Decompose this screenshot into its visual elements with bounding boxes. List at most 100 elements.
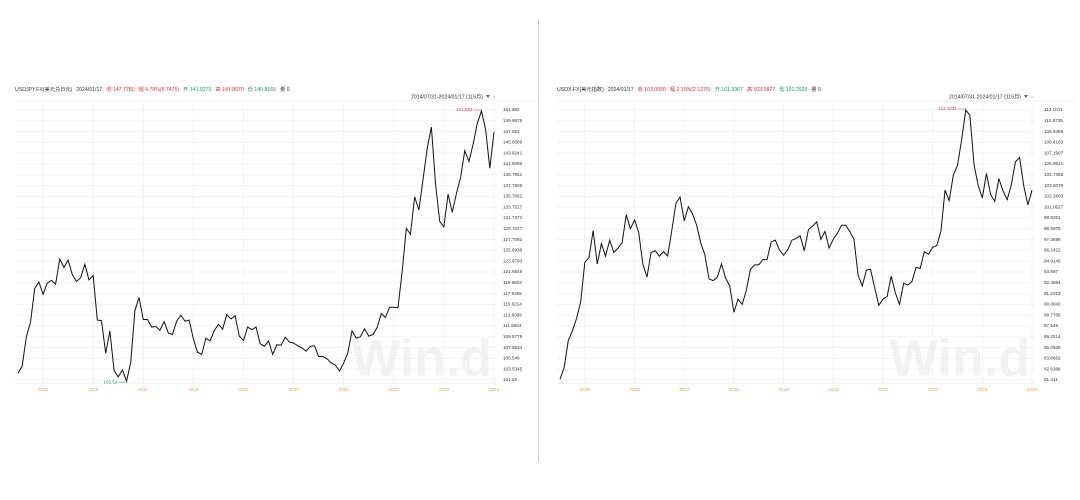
- x-tick-label: 2021: [339, 387, 350, 392]
- y-tick-label: 137.7806: [503, 183, 523, 188]
- y-tick-label: 99.8251: [1044, 215, 1061, 220]
- y-tick-label: 147.853: [503, 129, 520, 134]
- x-tick-label: 2018: [188, 387, 199, 392]
- y-tick-label: 105.549: [503, 356, 520, 361]
- y-tick-label: 109.6459: [1044, 129, 1064, 134]
- y-tick-label: 97.3698: [1044, 237, 1061, 242]
- range-dropdown: [1024, 95, 1028, 98]
- y-tick-label: 135.7662: [503, 194, 523, 199]
- x-tick-label: 2022: [928, 387, 939, 392]
- header-field: 量 0: [811, 86, 821, 93]
- y-tick-label: 104.7355: [1044, 172, 1064, 177]
- y-tick-label: 108.4183: [1044, 140, 1064, 145]
- y-tick-label: 111.5924: [503, 323, 522, 328]
- y-tick-label: 86.3214: [1044, 334, 1061, 339]
- y-tick-label: 117.6358: [503, 291, 522, 296]
- y-tick-label: 102.2803: [1044, 194, 1064, 199]
- chart-panel: USDX.FX(美元指数) 2024/01/17 收 103.0050 幅 2.15%…: [557, 85, 1075, 392]
- y-tick-label: 139.7951: [503, 172, 523, 177]
- y-tick-label: 91.2318: [1044, 291, 1061, 296]
- chart-panel: USDJPY.FX(美元兑日元) 2024/01/17 收 147.7780 幅 4.…: [15, 85, 537, 392]
- y-tick-label: 143.8241: [503, 150, 523, 155]
- y-tick-label: 98.5975: [1044, 226, 1061, 231]
- y-tick-label: 133.7517: [503, 204, 523, 209]
- y-tick-label: 90.0042: [1044, 302, 1061, 307]
- x-tick-label: 2015: [38, 387, 49, 392]
- y-tick-label: 82.6386: [1044, 366, 1061, 371]
- header-field: 幅 4.78%(6.7475): [139, 85, 180, 93]
- header-field: 高 147.8870: [215, 85, 243, 93]
- y-tick-label: 83.8662: [1044, 356, 1061, 361]
- y-tick-label: 125.6938: [503, 248, 523, 253]
- y-tick-label: 109.5779: [503, 334, 523, 339]
- range-dropdown: [486, 95, 490, 98]
- y-tick-label: 107.5634: [503, 345, 523, 350]
- header-field: 收 147.7780: [106, 85, 134, 93]
- y-tick-label: 101.0527: [1044, 204, 1064, 209]
- watermark: Win.d: [351, 330, 492, 388]
- y-tick-label: 131.7372: [503, 215, 523, 220]
- y-tick-label: 88.7766: [1044, 312, 1061, 317]
- date-range: 2014/07/31-2024/01/17 (115月): [949, 93, 1021, 100]
- x-tick-label: 2022: [389, 387, 400, 392]
- y-tick-label: 105.9631: [1044, 161, 1064, 166]
- y-tick-label: 87.549: [1044, 323, 1058, 328]
- x-tick-label: 2017: [138, 387, 149, 392]
- x-tick-label: 2019: [778, 387, 789, 392]
- header-field: 高 103.0877: [747, 85, 775, 93]
- y-tick-label: 149.8675: [503, 118, 523, 123]
- y-tick-label: 101.52: [503, 377, 517, 382]
- extreme-label: 151.882: [456, 107, 473, 112]
- header-field: 收 103.0050: [638, 85, 666, 93]
- x-tick-label: 2018: [729, 387, 740, 392]
- expand-icon: »: [1031, 94, 1034, 100]
- header-field: USDX.FX(美元指数): [557, 85, 604, 93]
- x-tick-label: 2015: [580, 387, 591, 392]
- header-field: 开 141.0275: [183, 86, 211, 93]
- y-tick-label: 145.8386: [503, 140, 523, 145]
- y-tick-label: 96.1422: [1044, 248, 1061, 253]
- y-tick-label: 121.6648: [503, 269, 523, 274]
- x-tick-label: 2020: [288, 387, 299, 392]
- y-tick-label: 112.1011: [1044, 107, 1063, 112]
- header-field: 量 0: [280, 86, 290, 93]
- x-tick-label: 2023: [977, 387, 988, 392]
- header-field: 2024/01/17: [76, 87, 102, 93]
- y-tick-label: 119.6503: [503, 280, 522, 285]
- y-tick-label: 141.8096: [503, 161, 523, 166]
- x-tick-label: 2024: [1027, 387, 1038, 392]
- y-tick-label: 113.6069: [503, 312, 522, 317]
- quote-header: USDJPY.FX(美元兑日元) 2024/01/17 收 147.7780 幅 4.…: [15, 85, 290, 93]
- y-tick-label: 103.5345: [503, 366, 523, 371]
- y-tick-label: 107.1907: [1044, 150, 1064, 155]
- y-tick-label: 123.6793: [503, 258, 523, 263]
- price-line: [17, 109, 495, 383]
- x-tick-label: 2023: [439, 387, 450, 392]
- header-field: USDJPY.FX(美元兑日元): [15, 85, 73, 93]
- x-tick-label: 2017: [679, 387, 690, 392]
- y-tick-label: 110.8735: [1044, 118, 1063, 123]
- header-field: 2024/01/17: [608, 87, 634, 93]
- x-tick-label: 2019: [238, 387, 249, 392]
- extreme-label: 112.1011: [938, 106, 957, 111]
- y-tick-label: 127.7082: [503, 237, 523, 242]
- y-tick-label: 94.9146: [1044, 258, 1061, 263]
- y-tick-label: 81.411: [1044, 377, 1058, 382]
- x-tick-label: 2020: [828, 387, 839, 392]
- x-tick-label: 2024: [489, 387, 500, 392]
- expand-icon: »: [493, 94, 496, 100]
- date-range: 2014/07/31-2024/01/17 (115月): [411, 93, 483, 100]
- header-field: 开 101.3967: [715, 86, 743, 93]
- y-tick-label: 129.7227: [503, 226, 523, 231]
- y-tick-label: 92.4594: [1044, 280, 1061, 285]
- quote-header: USDX.FX(美元指数) 2024/01/17 收 103.0050 幅 2.15%…: [557, 85, 821, 93]
- y-tick-label: 115.6214: [503, 302, 522, 307]
- x-tick-label: 2016: [88, 387, 99, 392]
- header-field: 低 140.8165: [248, 85, 276, 93]
- x-tick-label: 2016: [629, 387, 640, 392]
- y-tick-label: 103.5079: [1044, 183, 1064, 188]
- extreme-label: 101.52: [103, 379, 117, 384]
